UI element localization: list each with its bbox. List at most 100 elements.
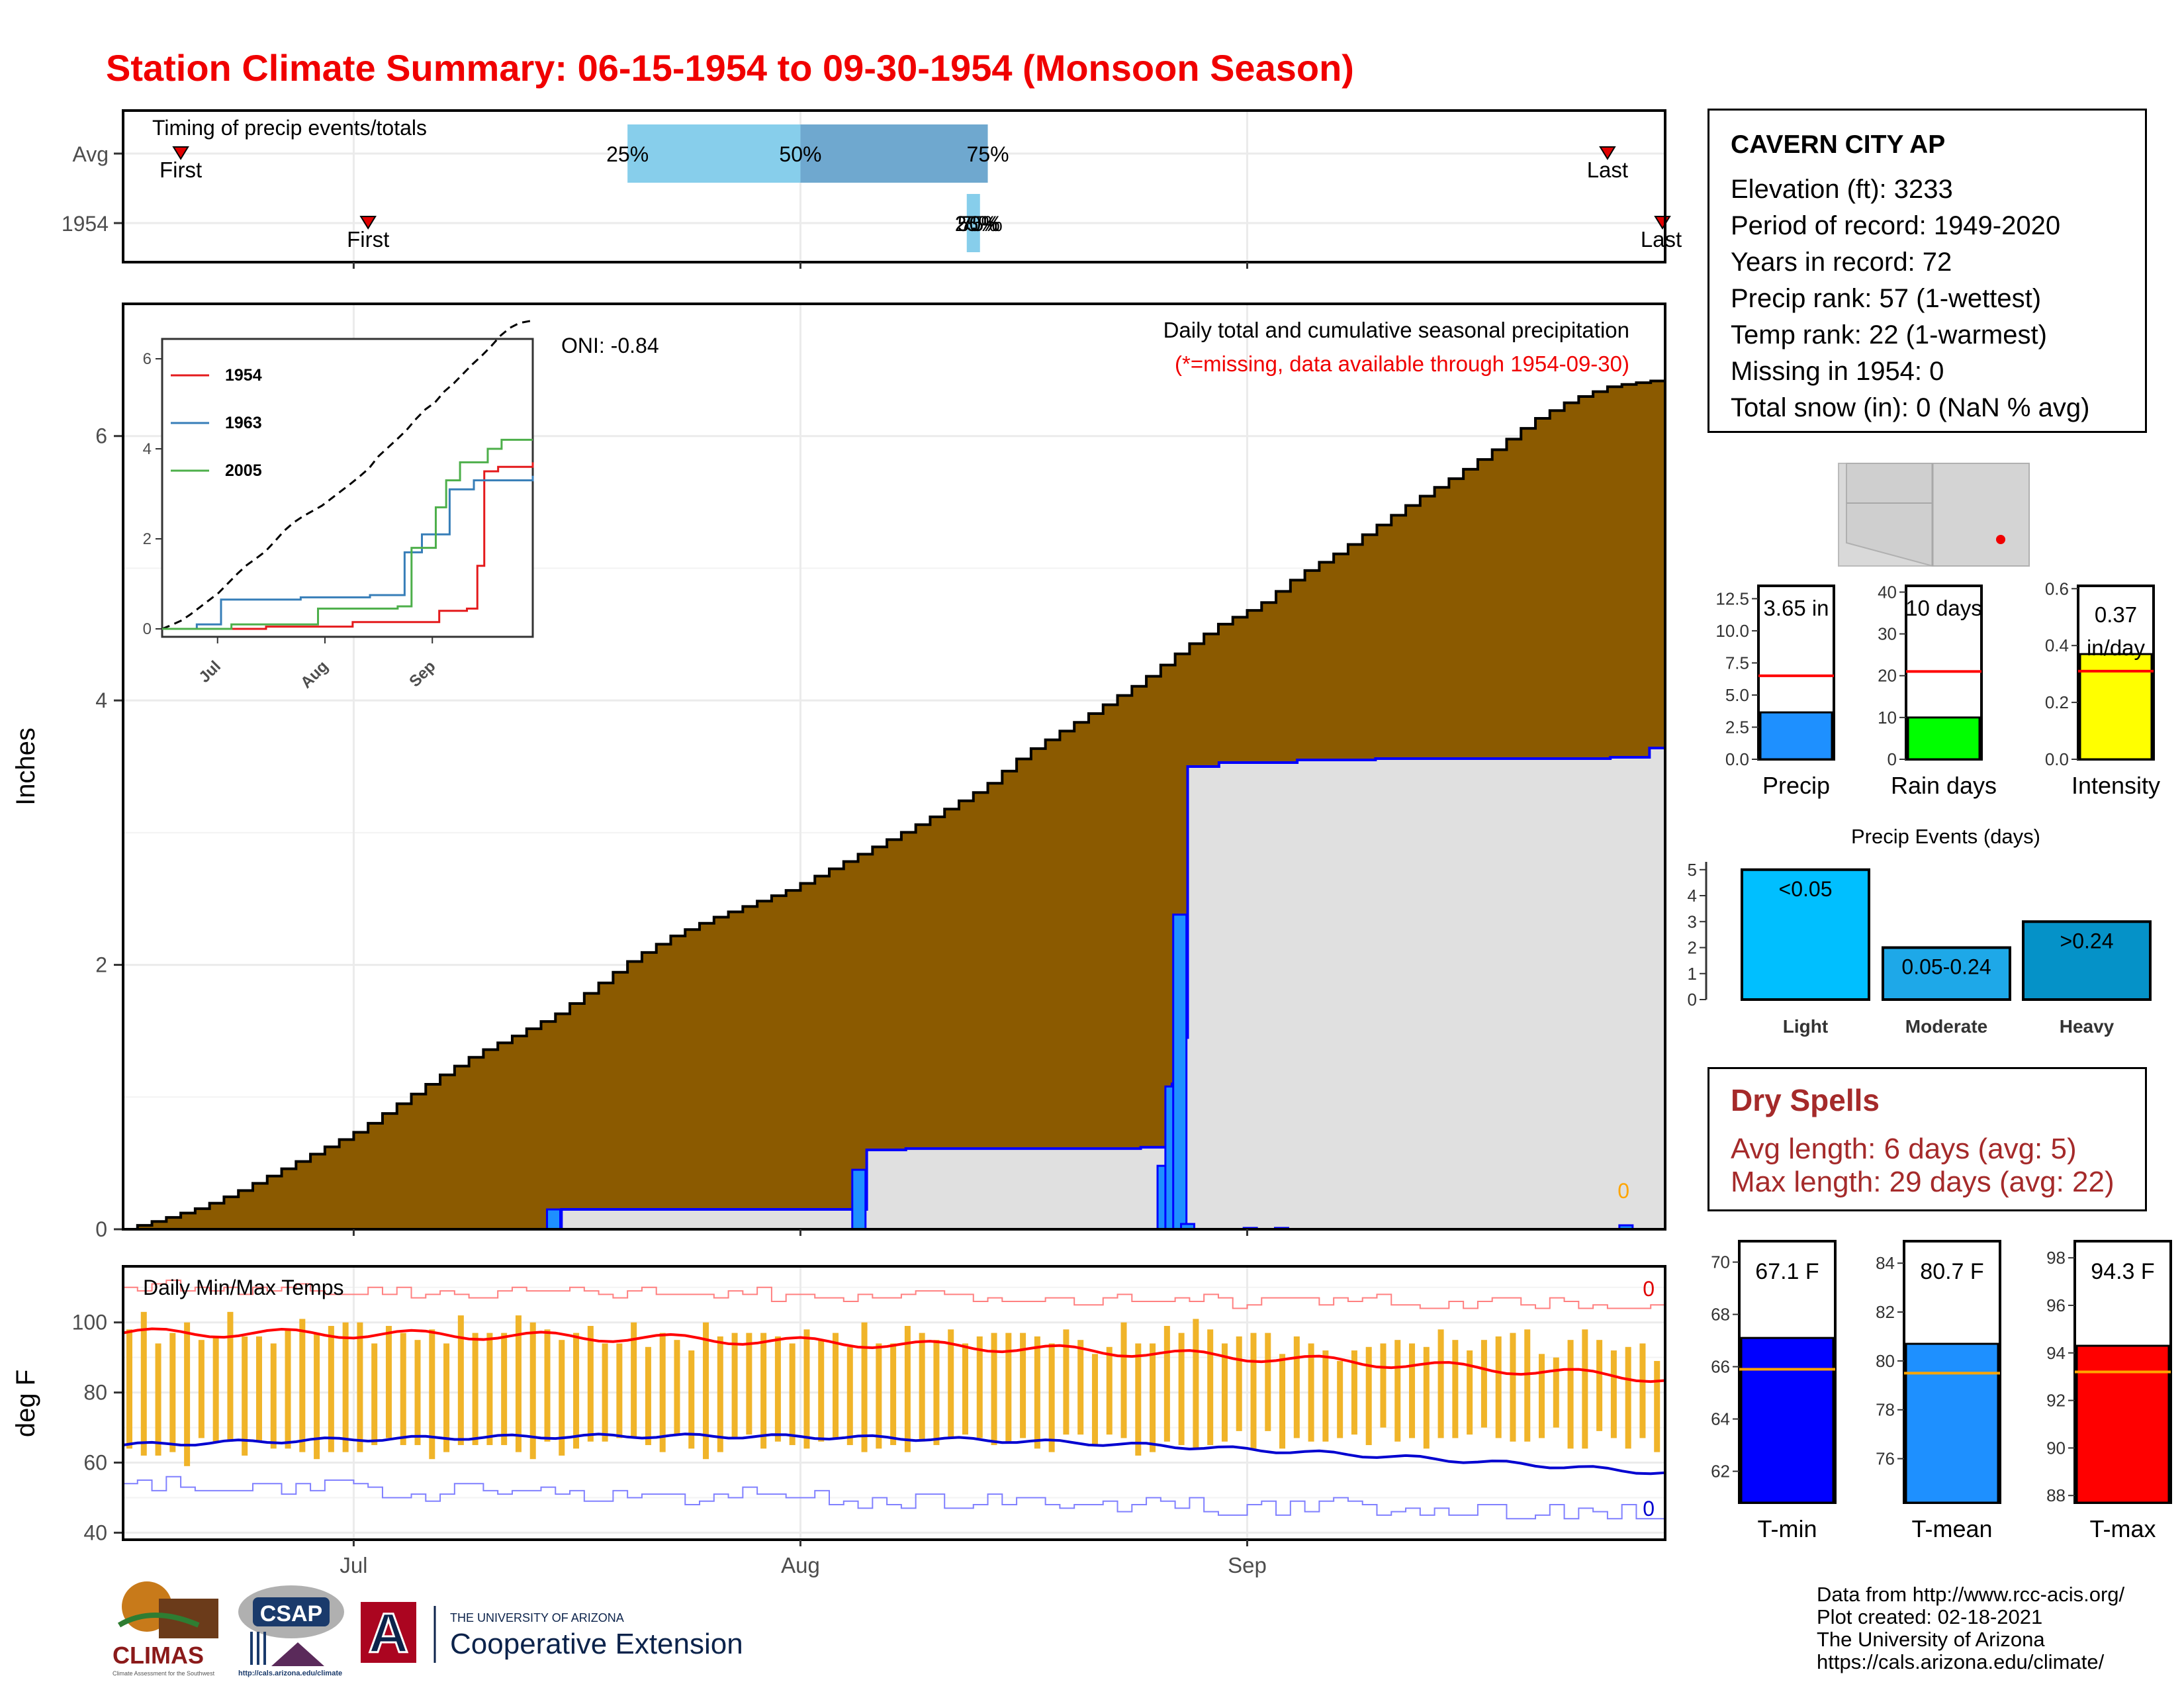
temp-daily-range-bar <box>659 1333 666 1452</box>
precip-summary-y-tick-label: 12.5 <box>1715 588 1749 608</box>
temp-daily-range-bar <box>1365 1346 1372 1446</box>
temp-daily-range-bar <box>227 1311 234 1442</box>
timing-avg-last-label: Last <box>1587 158 1628 182</box>
temp-daily-range-bar <box>846 1346 853 1446</box>
temp-daily-range-bar <box>1221 1343 1228 1442</box>
temp-daily-range-bar <box>731 1333 738 1438</box>
station-period: Period of record: 1949-2020 <box>1731 211 2061 240</box>
precip-events-category-label: Light <box>1783 1016 1828 1037</box>
temp-summary-label: T-max <box>2089 1515 2156 1542</box>
temp-daily-range-bar <box>688 1350 695 1449</box>
temp-daily-range-bar <box>169 1333 176 1452</box>
temp-daily-range-bar <box>501 1333 508 1446</box>
precip-summary-y-tick-label: 2.5 <box>1725 717 1749 737</box>
temp-daily-range-bar <box>529 1322 536 1460</box>
dry-spells-avg: Avg length: 6 days (avg: 5) <box>1731 1133 2077 1165</box>
station-location-marker <box>1996 535 2005 544</box>
station-years: Years in record: 72 <box>1731 248 1952 277</box>
temp-daily-range-bar <box>1150 1343 1156 1452</box>
temp-daily-range-bar <box>1510 1333 1516 1442</box>
temp-daily-range-bar <box>559 1340 565 1456</box>
temp-daily-range-bar <box>833 1333 839 1438</box>
precip-events-bar-light <box>1741 868 1870 1001</box>
precip-average-cumulative-line <box>123 379 1666 1231</box>
temp-summary-value-text: 94.3 F <box>2091 1259 2154 1284</box>
temp-daily-range-bar <box>1351 1350 1357 1435</box>
temp-daily-range-bar <box>1063 1329 1069 1435</box>
station-name: CAVERN CITY AP <box>1731 130 1946 159</box>
temp-daily-range-bar <box>1163 1326 1170 1442</box>
temp-daily-range-bar <box>1380 1343 1387 1428</box>
temp-daily-range-bar <box>1639 1343 1646 1438</box>
intensity-summary-unit-text: in/day <box>2087 635 2146 660</box>
temp-daily-range-bar <box>515 1315 522 1452</box>
temp-y-tick-label: 80 <box>83 1381 107 1405</box>
temp-daily-range-bar <box>991 1333 997 1446</box>
precip-events-y-tick-label: 3 <box>1688 912 1697 931</box>
station-precip-rank: Precip rank: 57 (1-wettest) <box>1731 284 2042 313</box>
temp-summary-value-text: 67.1 F <box>1755 1259 1819 1284</box>
timing-1954-p75-label: 75% <box>960 212 1003 236</box>
timing-1954-first-marker <box>359 216 377 230</box>
precip-events-title: Precip Events (days) <box>1851 825 2040 848</box>
precip-subtitle: (*=missing, data available through 1954-… <box>1175 352 1629 376</box>
temp-summary-y-tick-label: 78 <box>1876 1400 1895 1420</box>
credits-university: The University of Arizona <box>1817 1628 2045 1651</box>
inset-y-tick-label: 4 <box>143 440 152 458</box>
station-missing: Missing in 1954: 0 <box>1731 357 1944 386</box>
temp-summary-label: T-min <box>1758 1515 1817 1542</box>
timing-1954-bar <box>966 194 980 252</box>
csap-badge <box>253 1597 330 1626</box>
temp-daily-range-bar <box>976 1336 983 1438</box>
precip-events-y-tick-label: 1 <box>1688 964 1697 984</box>
temp-average-low-line <box>122 1432 1666 1476</box>
temp-daily-range-bar <box>1193 1319 1199 1449</box>
temp-daily-range-bar <box>184 1322 191 1466</box>
temp-daily-range-bar <box>948 1329 954 1438</box>
timing-avg-p75-label: 75% <box>967 142 1009 166</box>
temp-x-tick-label: Sep <box>1228 1553 1267 1577</box>
temp-daily-range-bar <box>1034 1336 1040 1449</box>
timing-avg-p50-label: 50% <box>779 142 821 166</box>
climas-subtitle: Climate Assessment for the Southwest <box>113 1670 215 1677</box>
temp-y-tick-label: 60 <box>83 1451 107 1475</box>
timing-1954-last-label: Last <box>1641 227 1682 252</box>
temp-daily-range-bar <box>443 1343 450 1452</box>
temp-daily-range-bar <box>385 1326 392 1438</box>
temp-summary-y-tick-label: 92 <box>2046 1391 2066 1411</box>
temp-daily-range-bar <box>472 1333 478 1446</box>
precip-events-bar-label: 0.05-0.24 <box>1901 955 1991 979</box>
temp-summary-y-tick-label: 62 <box>1711 1462 1730 1481</box>
page-title: Station Climate Summary: 06-15-1954 to 0… <box>106 47 1354 89</box>
temp-daily-range-bar <box>1077 1340 1084 1435</box>
temp-daily-range-bar <box>1409 1343 1416 1438</box>
inset-series-1963 <box>162 475 534 630</box>
temp-daily-range-bar <box>861 1322 868 1452</box>
temp-summary-y-tick-label: 80 <box>1876 1351 1895 1371</box>
precip-summary-y-tick-label: 20 <box>1878 666 1897 686</box>
precip-events-category-label: Moderate <box>1905 1016 1987 1037</box>
temp-daily-range-bar <box>198 1340 205 1438</box>
csap-logo: CSAP http://cals.arizona.edu/climate <box>238 1585 344 1677</box>
temp-daily-range-bar <box>890 1343 897 1446</box>
ua-extension-name: Cooperative Extension <box>450 1628 743 1660</box>
timing-avg-bar-lower <box>627 124 801 183</box>
temp-daily-range-bar <box>1120 1322 1127 1438</box>
timing-1954-p50-label: 50% <box>958 212 1000 236</box>
temp-y-tick-label: 40 <box>83 1521 107 1544</box>
precip-summary-y-tick-label: 10 <box>1878 708 1897 727</box>
intensity-summary-value-text: 0.37 <box>2095 602 2137 627</box>
inset-legend-label-1954: 1954 <box>225 366 262 385</box>
inset-y-tick-label: 2 <box>143 530 152 548</box>
temp-summary-label: T-mean <box>1911 1515 1992 1542</box>
dry-spells-max: Max length: 29 days (avg: 22) <box>1731 1166 2115 1198</box>
temp-daily-range-bar <box>328 1326 334 1452</box>
precip-daily-bar <box>546 1208 562 1231</box>
temp-y-tick-label: 100 <box>72 1311 107 1335</box>
temp-missing-low-count: 0 <box>1643 1497 1655 1521</box>
temp-daily-range-bar <box>1250 1333 1257 1449</box>
precip-events-bar-label: <0.05 <box>1779 877 1833 901</box>
precip-daily-bar <box>851 1168 867 1231</box>
